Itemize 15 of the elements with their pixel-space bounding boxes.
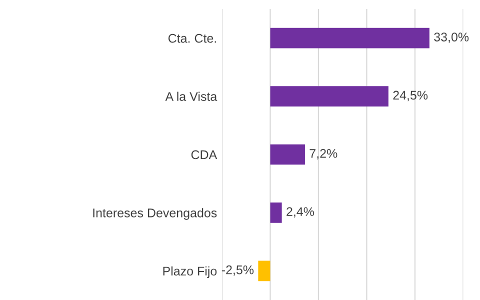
data-label: -2,5%: [222, 265, 254, 276]
y-tick-label: A la Vista: [165, 92, 218, 101]
data-label: 7,2%: [310, 149, 338, 160]
bar: [270, 86, 388, 106]
y-tick-label: Plazo Fijo: [163, 266, 217, 278]
y-tick-label: CDA: [191, 150, 218, 160]
y-tick-label: Cta. Cte.: [168, 34, 216, 43]
bar: [270, 28, 430, 48]
bar: [270, 202, 282, 223]
data-label: 33,0%: [434, 32, 469, 43]
data-label: 24,5%: [393, 90, 428, 102]
y-tick-label: Intereses Devengados: [93, 208, 217, 220]
bar: [270, 144, 305, 165]
bar: [258, 260, 270, 282]
data-label: 2,4%: [286, 207, 314, 218]
